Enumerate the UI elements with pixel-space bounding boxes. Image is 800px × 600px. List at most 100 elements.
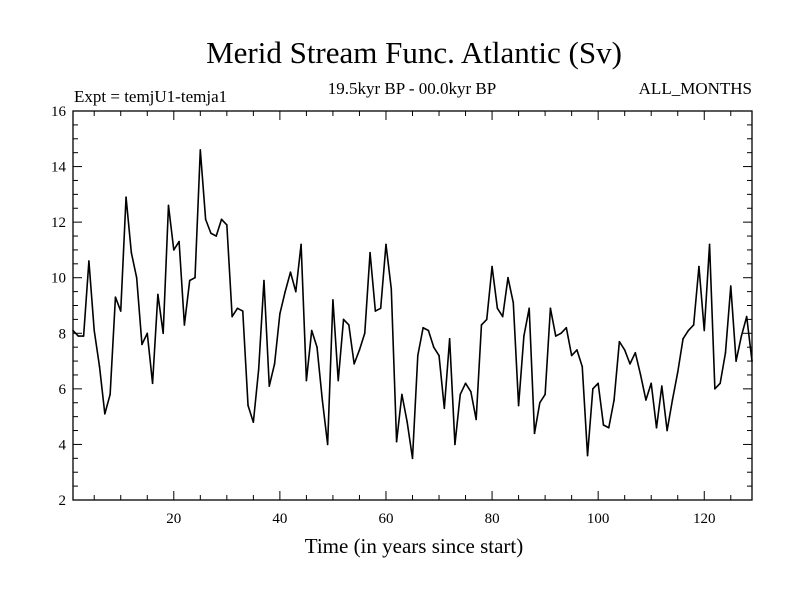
data-point <box>560 332 562 335</box>
series-line <box>72 149 753 460</box>
data-point <box>379 307 382 310</box>
data-point <box>745 315 748 318</box>
data-point <box>517 404 520 407</box>
data-point <box>284 290 286 293</box>
data-point <box>528 307 530 310</box>
y-tick-label: 16 <box>51 104 67 120</box>
data-point <box>565 326 568 329</box>
data-point <box>167 204 170 207</box>
data-point <box>698 265 700 268</box>
data-point <box>480 324 483 326</box>
data-point <box>130 251 133 254</box>
data-point <box>448 338 451 340</box>
data-point <box>454 443 456 446</box>
data-point <box>576 349 578 351</box>
data-point <box>268 385 271 387</box>
data-point <box>459 393 462 396</box>
data-point <box>151 382 154 385</box>
data-point <box>98 365 101 368</box>
data-point <box>491 265 493 268</box>
data-point <box>411 457 414 460</box>
data-points <box>72 149 753 460</box>
data-point <box>655 426 658 429</box>
data-point <box>125 196 127 198</box>
data-point <box>310 329 313 332</box>
data-point <box>119 310 122 312</box>
data-point <box>300 243 302 246</box>
data-point <box>634 351 637 354</box>
data-point <box>358 349 361 351</box>
data-point <box>93 329 96 332</box>
data-point <box>353 363 355 365</box>
chart-title: Merid Stream Func. Atlantic (Sv) <box>206 35 622 70</box>
y-tick-label: 10 <box>51 271 66 287</box>
data-point <box>714 388 716 390</box>
data-point <box>172 249 175 251</box>
data-point <box>342 318 345 321</box>
data-point <box>650 382 653 385</box>
data-point <box>586 454 589 457</box>
data-point <box>523 335 525 337</box>
data-point <box>629 363 631 365</box>
y-tick-label: 2 <box>59 493 67 509</box>
data-point <box>72 329 74 332</box>
data-point <box>406 421 409 424</box>
data-point <box>581 365 584 368</box>
data-point <box>220 218 223 221</box>
data-point <box>178 240 180 243</box>
y-tick-label: 14 <box>51 160 67 176</box>
data-point <box>422 326 424 329</box>
data-point <box>279 313 281 315</box>
data-point <box>485 318 488 321</box>
data-point <box>533 432 536 435</box>
data-point <box>671 399 674 401</box>
data-point <box>623 349 626 351</box>
data-point <box>417 354 419 357</box>
data-point <box>708 243 711 246</box>
data-point <box>188 279 191 282</box>
data-point <box>639 374 642 376</box>
data-point <box>215 235 218 237</box>
data-point <box>618 340 621 343</box>
data-point <box>390 288 393 290</box>
data-point <box>645 399 647 401</box>
data-point <box>570 354 573 357</box>
data-point <box>88 260 90 262</box>
data-point <box>374 310 377 312</box>
data-point <box>751 360 753 362</box>
data-point <box>438 354 440 357</box>
data-point <box>692 324 695 326</box>
data-point <box>231 315 233 318</box>
plot-frame <box>72 110 753 501</box>
data-point <box>703 329 706 332</box>
data-point <box>549 307 552 310</box>
data-point <box>395 440 398 443</box>
x-axis-label: Time (in years since start) <box>305 534 524 558</box>
data-point <box>539 401 541 404</box>
data-point <box>432 346 435 348</box>
data-point <box>740 335 743 337</box>
y-tick-label: 12 <box>51 215 66 231</box>
x-tick-label: 40 <box>272 511 287 527</box>
data-point <box>236 307 239 310</box>
data-point <box>194 276 196 279</box>
data-point <box>512 301 515 304</box>
data-point <box>305 379 308 382</box>
data-point <box>597 382 599 385</box>
data-point <box>507 276 509 279</box>
data-point <box>496 307 499 310</box>
data-point <box>257 368 260 371</box>
data-point <box>252 421 255 424</box>
x-tick-label: 80 <box>485 511 500 527</box>
data-point <box>273 363 276 365</box>
y-tick-label: 8 <box>59 326 67 342</box>
data-point <box>183 324 186 326</box>
data-point <box>247 404 249 407</box>
y-tick-label: 4 <box>59 437 67 453</box>
data-point <box>199 149 202 151</box>
x-tick-label: 100 <box>587 511 610 527</box>
data-point <box>724 351 727 354</box>
data-point <box>401 393 403 396</box>
data-point <box>289 271 292 273</box>
